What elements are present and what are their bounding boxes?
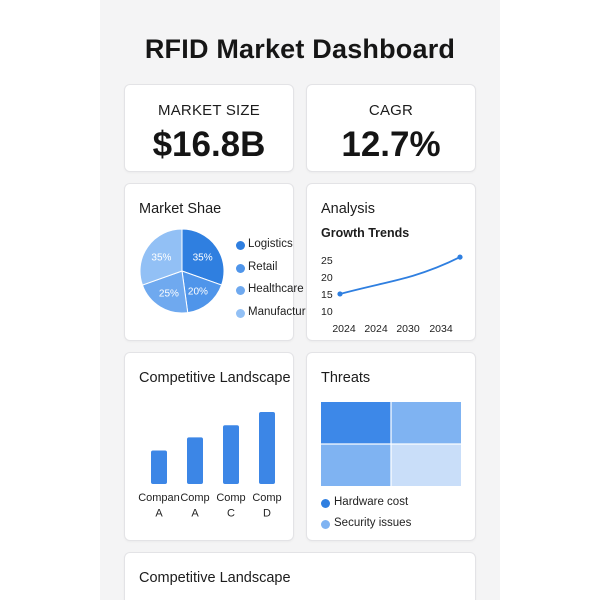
- legend-swatch-retail: [236, 263, 245, 273]
- cagr-card: CAGR 12.7%: [306, 84, 476, 172]
- cagr-value: 12.7%: [341, 125, 441, 164]
- tile-top-right: [391, 402, 461, 444]
- analysis-title: Analysis: [321, 201, 375, 217]
- page-title: RFID Market Dashboard: [144, 34, 456, 64]
- bar-label-3-1: D: [263, 508, 271, 520]
- legend-label-manufacturing: Manufacturing: [248, 305, 321, 318]
- market-size-label: MARKET SIZE: [158, 102, 260, 119]
- competitive-bar-chart: Compan A Comp A Comp C Comp D: [138, 412, 282, 520]
- threat-swatch-1: [321, 520, 330, 529]
- y-tick-25: 25: [321, 255, 333, 267]
- tile-bottom-right: [391, 444, 461, 486]
- growth-line: [339, 256, 461, 295]
- bar-label-0-1: A: [155, 508, 163, 520]
- pie-slice-retail: [181, 270, 223, 314]
- y-tick-10: 10: [321, 306, 333, 318]
- competitive-landscape-card: Competitive Landscape Compan A Comp A Comp C C…: [124, 352, 294, 541]
- legend-label-retail: Retail: [248, 260, 278, 273]
- threat-label-1: Security issues: [334, 517, 412, 529]
- tile-bottom-left: [321, 444, 391, 486]
- bar-label-2-1: C: [227, 508, 235, 520]
- competitive-landscape-title: Competitive Landscape: [139, 370, 291, 386]
- legend-swatch-manufacturing: [236, 308, 245, 318]
- pie-label-healthcare: 25%: [159, 289, 179, 300]
- bar-label-2-0: Comp: [216, 492, 245, 504]
- competitive-landscape-title-2: Competitive Landscape: [139, 570, 291, 586]
- pie-label-retail: 20%: [188, 287, 208, 298]
- pie-label-manufacturing: 35%: [151, 252, 171, 263]
- market-share-pie-chart: 35% 20% 25% 35%: [139, 228, 225, 314]
- growth-trends-title: Growth Trends: [321, 226, 410, 240]
- market-size-card: MARKET SIZE $16.8B: [124, 84, 294, 172]
- x-tick-1: 2024: [364, 323, 388, 335]
- market-share-card: Market Shae 35% 20% 25% 35% Logistics Retail…: [124, 183, 321, 341]
- competitive-landscape-card-2: Competitive Landscape: [124, 552, 476, 600]
- x-tick-2: 2030: [396, 323, 420, 335]
- analysis-card: Analysis Growth Trends 10 15 20 25 2024 2024 2…: [306, 183, 476, 341]
- threats-title: Threats: [321, 370, 371, 386]
- threat-label-0: Hardware cost: [334, 496, 409, 508]
- bar-label-3-0: Comp: [252, 492, 281, 504]
- tile-top-left: [321, 402, 391, 444]
- bar-label-1-1: A: [191, 508, 199, 520]
- market-size-value: $16.8B: [152, 125, 266, 164]
- bar-1: [187, 437, 203, 484]
- bar-3: [259, 412, 275, 484]
- growth-trends-line-chart: 10 15 20 25 2024 2024 2030 2034: [321, 254, 463, 335]
- y-tick-20: 20: [321, 272, 333, 284]
- market-share-title: Market Shae: [139, 201, 222, 217]
- growth-point-0: [337, 291, 343, 297]
- bar-label-0-0: Compan: [138, 492, 180, 504]
- growth-point-1: [457, 254, 463, 260]
- legend-swatch-healthcare: [236, 286, 245, 295]
- grid-divider-horizontal: [321, 443, 461, 445]
- legend-label-healthcare: Healthcare: [248, 283, 304, 295]
- bar-label-1-0: Comp: [180, 492, 209, 504]
- x-tick-3: 2034: [429, 323, 453, 335]
- legend-label-logistics: Logistics: [248, 238, 293, 250]
- legend-swatch-logistics: [236, 241, 245, 250]
- threats-heatmap: [321, 402, 461, 486]
- x-tick-0: 2024: [332, 323, 356, 335]
- threats-card: Threats Hardware cost Security issues: [306, 352, 476, 541]
- pie-slice-manufacturing: [139, 228, 183, 286]
- cagr-label: CAGR: [368, 102, 414, 119]
- pie-slice-logistics: [181, 228, 225, 286]
- threat-swatch-0: [321, 499, 330, 508]
- bar-0: [151, 450, 167, 484]
- pie-label-logistics: 35%: [193, 252, 213, 263]
- bar-2: [223, 425, 239, 484]
- y-tick-15: 15: [321, 289, 333, 301]
